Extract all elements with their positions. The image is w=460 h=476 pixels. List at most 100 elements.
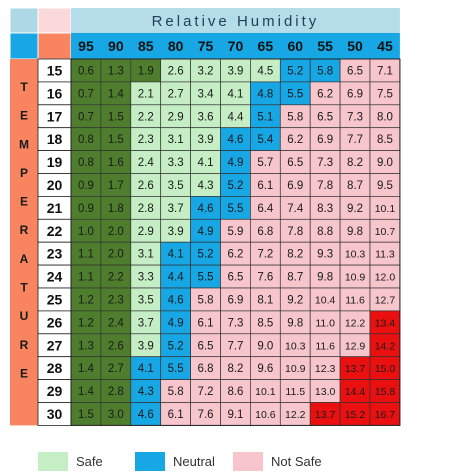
cell-value-label: 4.6 <box>138 409 154 421</box>
cell-value-label: 4.9 <box>168 317 184 329</box>
cell-value-label: 6.2 <box>227 249 243 261</box>
cell-value-label: 12.2 <box>285 409 306 421</box>
cell-value-label: 4.3 <box>138 386 154 398</box>
cell-value-label: 14.4 <box>345 386 366 398</box>
y-tick-label: 24 <box>47 269 63 285</box>
cell-value-label: 1.3 <box>108 65 124 77</box>
cell-value-label: 2.1 <box>138 88 154 100</box>
side-label-band <box>10 59 38 426</box>
cell-value-label: 3.9 <box>227 65 243 77</box>
cell-value-label: 0.8 <box>78 157 94 169</box>
cell-value-label: 9.0 <box>377 157 393 169</box>
cell-value-label: 6.5 <box>347 65 363 77</box>
y-tick-label: 29 <box>47 383 63 399</box>
side-label-letter: A <box>20 252 29 266</box>
cell-value-label: 8.2 <box>227 363 243 375</box>
cell-value-label: 1.0 <box>78 226 94 238</box>
cell-value-label: 12.3 <box>315 363 336 375</box>
cell-value-label: 8.5 <box>257 317 273 329</box>
side-label-letter: E <box>20 109 28 123</box>
cell-value-label: 7.3 <box>347 111 363 123</box>
cell-value-label: 6.8 <box>198 363 214 375</box>
cell-value-label: 15.8 <box>375 386 396 398</box>
cell-value-label: 2.6 <box>108 340 124 352</box>
cell-value-label: 10.3 <box>285 340 306 352</box>
cell-value-label: 8.8 <box>317 226 333 238</box>
cell-value-label: 6.9 <box>227 294 243 306</box>
x-tick-label: 90 <box>108 38 124 54</box>
cell-value-label: 10.6 <box>255 409 276 421</box>
y-tick-label: 30 <box>47 406 63 422</box>
cell-value-label: 8.2 <box>347 157 363 169</box>
legend-item-safe: Safe <box>38 449 103 473</box>
cell-value-label: 1.4 <box>108 88 125 100</box>
legend-item-neutral: Neutral <box>135 449 215 473</box>
cell-value-label: 6.9 <box>347 88 363 100</box>
cell-value-label: 6.1 <box>257 180 273 192</box>
cell-value-label: 4.1 <box>138 363 154 375</box>
x-tick-label: 55 <box>317 38 333 54</box>
x-tick-label: 70 <box>228 38 244 54</box>
cell-value-label: 3.7 <box>168 203 184 215</box>
cell-value-label: 1.4 <box>78 363 95 375</box>
legend-label-safe: Safe <box>76 453 103 469</box>
cell-value-label: 11.0 <box>315 317 335 329</box>
cell-value-label: 6.2 <box>317 88 333 100</box>
cell-value-label: 5.8 <box>168 386 184 398</box>
cell-value-label: 2.4 <box>138 157 155 169</box>
cell-value-label: 1.3 <box>78 340 94 352</box>
x-tick-label: 95 <box>78 38 94 54</box>
cell-value-label: 11.3 <box>375 249 395 261</box>
cell-value-label: 9.2 <box>347 203 363 215</box>
cell-value-label: 9.3 <box>317 249 333 261</box>
cell-value-label: 5.7 <box>257 157 273 169</box>
cell-value-label: 3.2 <box>198 65 214 77</box>
y-tick-label: 26 <box>47 314 63 330</box>
cell-value-label: 4.4 <box>227 111 244 123</box>
cell-value-label: 9.0 <box>257 340 273 352</box>
chart-title: Relative Humidity <box>152 13 320 30</box>
cell-value-label: 3.5 <box>138 294 154 306</box>
cell-value-label: 5.5 <box>198 272 214 284</box>
cell-value-label: 4.6 <box>198 203 214 215</box>
legend-label-neutral: Neutral <box>173 453 215 469</box>
cell-value-label: 7.5 <box>377 88 393 100</box>
x-tick-label: 85 <box>138 38 154 54</box>
cell-value-label: 10.1 <box>375 203 396 215</box>
cell-value-label: 10.3 <box>345 249 366 261</box>
cell-value-label: 6.5 <box>198 340 214 352</box>
cell-value-label: 8.1 <box>257 294 273 306</box>
cell-value-label: 3.4 <box>198 88 215 100</box>
cell-value-label: 11.5 <box>285 386 305 398</box>
y-tick-label: 17 <box>47 108 63 124</box>
cell-value-label: 3.6 <box>198 111 214 123</box>
cell-value-label: 3.1 <box>138 249 154 261</box>
cell-value-label: 9.5 <box>377 180 393 192</box>
cell-value-label: 1.1 <box>78 272 94 284</box>
cell-value-label: 8.7 <box>347 180 363 192</box>
cell-value-label: 9.8 <box>347 226 363 238</box>
cell-value-label: 1.8 <box>108 203 124 215</box>
grid-border <box>70 58 401 426</box>
cell-value-label: 3.0 <box>108 409 124 421</box>
cell-value-label: 7.8 <box>317 180 333 192</box>
cell-value-label: 5.5 <box>168 363 184 375</box>
cell-value-label: 7.6 <box>198 409 214 421</box>
cell-value-label: 7.7 <box>227 340 243 352</box>
cell-value-label: 4.6 <box>227 134 243 146</box>
legend-label-not-safe: Not Safe <box>271 453 322 469</box>
side-label-letter: M <box>19 137 29 151</box>
cell-value-label: 1.7 <box>108 180 124 192</box>
cell-value-label: 6.1 <box>198 317 214 329</box>
cell-value-label: 2.9 <box>138 226 154 238</box>
cell-value-label: 5.2 <box>227 180 243 192</box>
y-tick-label: 16 <box>47 85 63 101</box>
cell-value-label: 8.0 <box>377 111 393 123</box>
cell-value-label: 10.9 <box>285 363 306 375</box>
cell-value-label: 2.9 <box>168 111 184 123</box>
cell-value-label: 4.6 <box>168 294 184 306</box>
corner-top-left <box>9 7 39 34</box>
y-tick-label: 18 <box>47 131 63 147</box>
cell-value-label: 4.1 <box>227 88 243 100</box>
cell-value-label: 9.1 <box>227 409 243 421</box>
